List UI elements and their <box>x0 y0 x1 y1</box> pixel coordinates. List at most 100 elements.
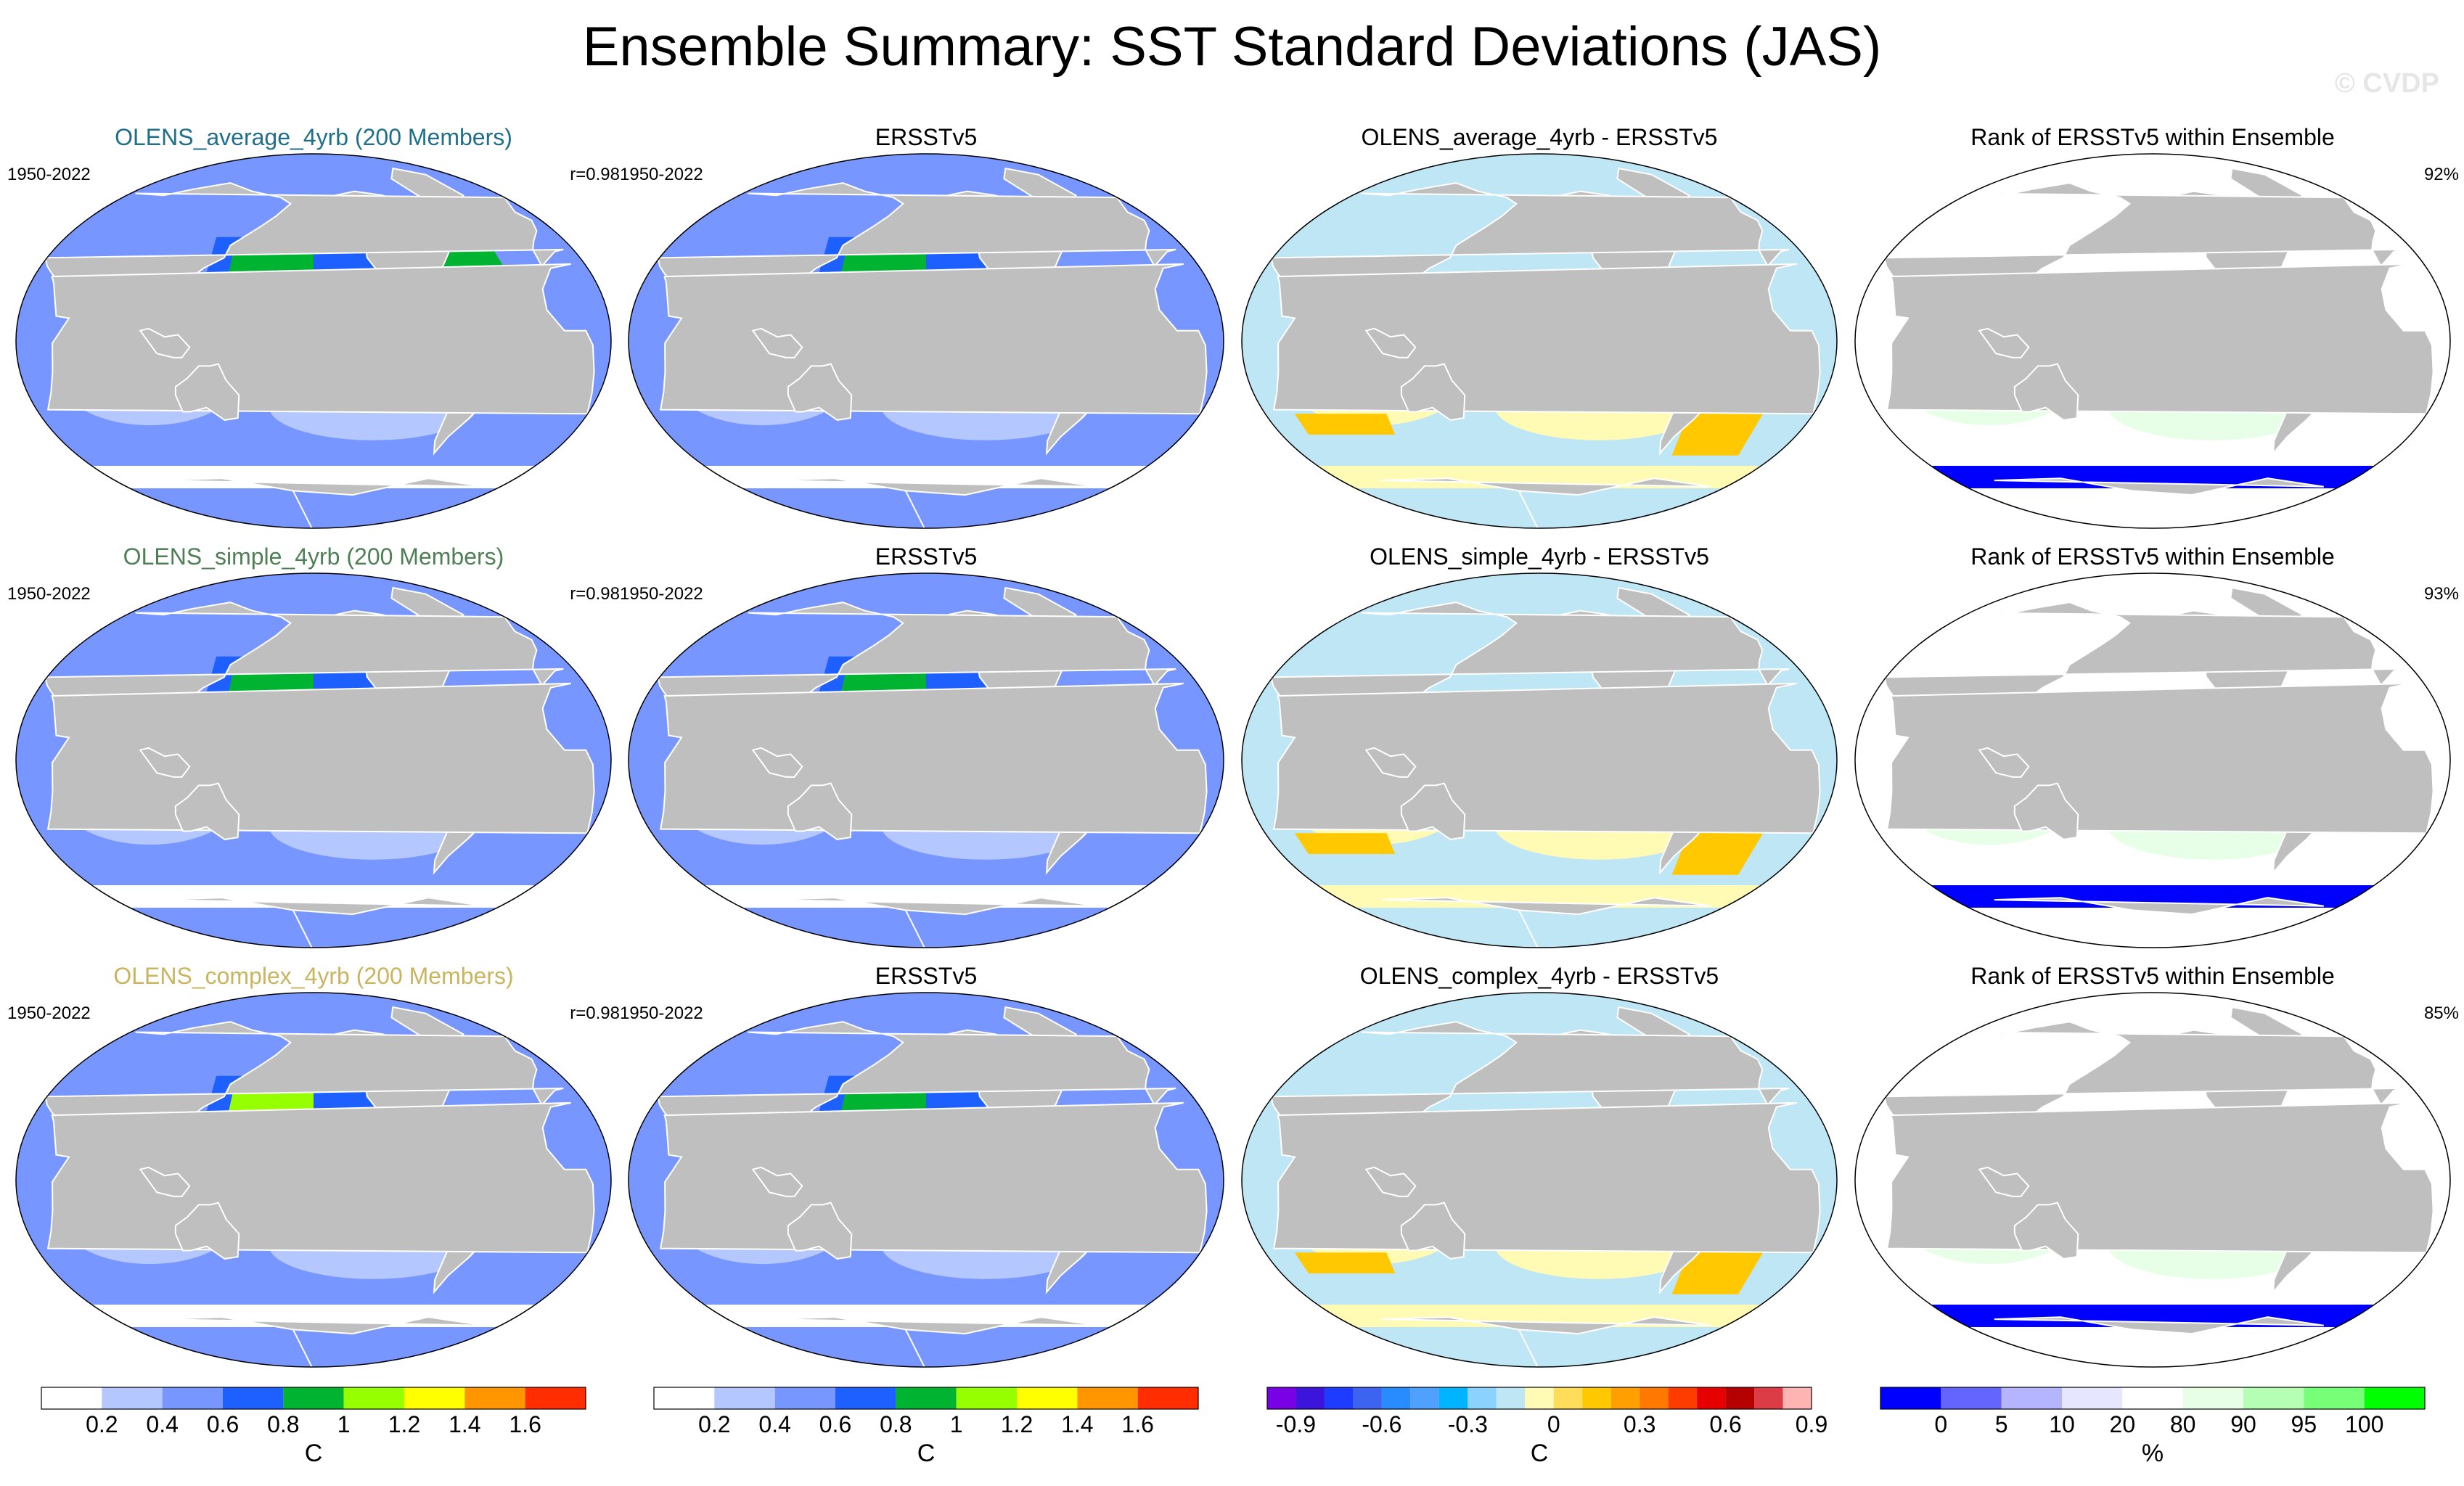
land-mass <box>767 897 1097 948</box>
colorbar-swatch <box>283 1387 344 1409</box>
colorbar-swatch <box>223 1387 284 1409</box>
colorbar-tick-label: 80 <box>2170 1411 2196 1437</box>
colorbar-tick-label: -0.3 <box>1448 1411 1488 1437</box>
colorbar-tick-label: 0.8 <box>880 1411 912 1437</box>
panel-title: OLENS_simple_4yrb - ERSSTv5 <box>1370 543 1709 570</box>
colorbar-tick-label: 1.6 <box>1121 1411 1153 1437</box>
land-mass <box>1272 682 1821 834</box>
colorbar-tick-label: 0 <box>1934 1411 1947 1437</box>
field-patch <box>1294 414 1396 435</box>
colorbar-tick-label: 20 <box>2110 1411 2136 1437</box>
colorbar-swatch <box>343 1387 404 1409</box>
colorbar-tick-label: 1.2 <box>1001 1411 1033 1437</box>
panel-period: 1950-2022 <box>620 584 703 604</box>
colorbar-swatch <box>896 1387 957 1409</box>
colorbar-tick-label: 10 <box>2049 1411 2075 1437</box>
colorbar-swatch <box>1017 1387 1078 1409</box>
colorbar-units: C <box>1531 1440 1549 1467</box>
colorbar-swatch <box>1553 1387 1583 1409</box>
land-mass <box>155 897 485 948</box>
map-border <box>1854 153 2451 529</box>
panel-title: OLENS_complex_4yrb (200 Members) <box>113 963 513 989</box>
land-mass <box>1380 477 1711 528</box>
panel-title: ERSSTv5 <box>875 543 977 570</box>
land-mass <box>659 1101 1208 1254</box>
map-panel: OLENS_complex_4yrb (200 Members) 1950-202… <box>7 963 620 1368</box>
land-mass <box>1978 327 2030 358</box>
land-mass <box>2013 1202 2079 1260</box>
colorbar-swatch <box>1496 1387 1526 1409</box>
colorbar-swatch <box>464 1387 525 1409</box>
map-panel: OLENS_simple_4yrb - ERSSTv5 <box>1241 543 1838 948</box>
cvdp-watermark: © CVDP <box>2334 68 2439 99</box>
land-mass <box>659 263 1208 415</box>
colorbar-swatch <box>2243 1387 2304 1409</box>
land-mass <box>751 1166 803 1197</box>
colorbar-units: % <box>2142 1440 2164 1467</box>
land-mass <box>767 1316 1097 1367</box>
map-border <box>1854 572 2451 948</box>
colorbar-swatch <box>404 1387 465 1409</box>
land-mass <box>1978 1166 2030 1197</box>
map-panel: Rank of ERSSTv5 within Ensemble 93% <box>1854 543 2459 948</box>
field-patch <box>1294 833 1396 854</box>
colorbar: 0.2 0.4 0.6 0.8 1 1.2 1.4 1.6 C <box>653 1387 1199 1467</box>
colorbar-frame <box>653 1387 1199 1410</box>
land-mass <box>46 263 595 415</box>
land-mass <box>1886 682 2434 834</box>
colorbar-tick-label: 1.6 <box>509 1411 541 1437</box>
land-mass <box>2013 782 2079 840</box>
colorbar-swatch <box>1267 1387 1296 1409</box>
land-mass <box>1978 747 2030 778</box>
land-mass <box>1380 897 1711 948</box>
panel-title: OLENS_simple_4yrb (200 Members) <box>123 543 504 570</box>
colorbar-frame <box>41 1387 586 1410</box>
colorbar-swatch <box>956 1387 1017 1409</box>
map-border <box>1854 992 2451 1368</box>
colorbar-swatch <box>162 1387 223 1409</box>
land-mass <box>174 782 240 840</box>
land-mass <box>659 682 1208 834</box>
panel-title: Rank of ERSSTv5 within Ensemble <box>1970 124 2335 150</box>
colorbar-swatch <box>1438 1387 1468 1409</box>
colorbar-swatch <box>41 1387 102 1409</box>
land-mass <box>787 363 853 421</box>
panel-period: 1950-2022 <box>620 165 703 184</box>
colorbar-tick-label: -0.6 <box>1362 1411 1401 1437</box>
panel-period: 1950-2022 <box>7 1003 91 1023</box>
colorbar-swatch <box>2062 1387 2123 1409</box>
colorbar-swatch <box>2122 1387 2183 1409</box>
panel-title: OLENS_average_4yrb (200 Members) <box>115 124 512 150</box>
map-panel: OLENS_simple_4yrb (200 Members) 1950-2022… <box>7 543 620 948</box>
land-mass <box>767 477 1097 528</box>
land-mass <box>1886 1101 2434 1254</box>
colorbar-swatch <box>525 1387 586 1409</box>
map-border <box>15 992 612 1368</box>
colorbar-tick-label: 90 <box>2230 1411 2256 1437</box>
colorbar-tick-label: 5 <box>1995 1411 2008 1437</box>
colorbar-swatch <box>1941 1387 2002 1409</box>
land-mass <box>46 1101 595 1254</box>
map-panel: ERSSTv5 1950-2022 <box>620 963 1224 1368</box>
colorbar-swatch <box>774 1387 835 1409</box>
panel-stat: r=0.98 <box>570 584 620 604</box>
colorbar-swatch <box>1640 1387 1669 1409</box>
colorbar-swatch <box>1582 1387 1611 1409</box>
colorbar-swatch <box>2001 1387 2062 1409</box>
map-panel: OLENS_average_4yrb (200 Members) 1950-202… <box>7 124 620 529</box>
land-mass <box>1364 747 1417 778</box>
land-mass <box>1886 263 2434 415</box>
colorbar-tick-label: 0.4 <box>758 1411 790 1437</box>
panel-stat: 93% <box>2424 584 2459 604</box>
colorbar-swatch <box>1668 1387 1698 1409</box>
map-border <box>1241 153 1838 529</box>
land-mass <box>751 327 803 358</box>
map-border <box>15 153 612 529</box>
colorbar: -0.9 -0.6 -0.3 0 0.3 0.6 0.9 C <box>1266 1387 1827 1467</box>
map-panel: OLENS_complex_4yrb - ERSSTv5 <box>1241 963 1838 1368</box>
colorbar-swatch <box>1137 1387 1198 1409</box>
colorbar-frame <box>1880 1387 2426 1410</box>
colorbar-swatch <box>2304 1387 2365 1409</box>
panel-stat: 85% <box>2424 1003 2459 1023</box>
